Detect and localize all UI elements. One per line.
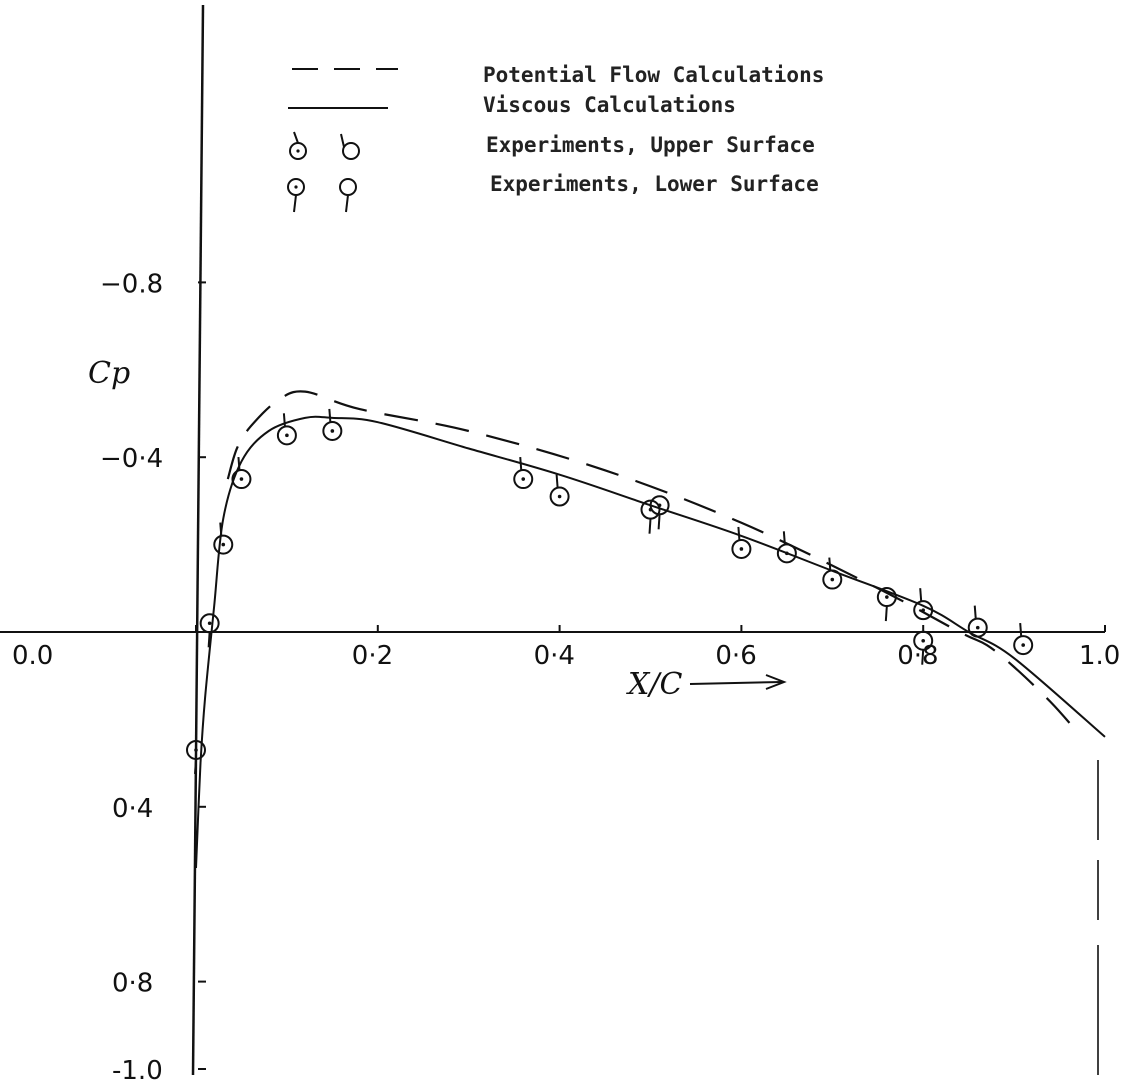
upper-surface-point [1013,623,1034,656]
legend-item-potential: Potential Flow Calculations [292,63,824,87]
lower-surface-point [199,613,220,648]
y-tick-label: -1.0 [112,1056,163,1085]
lower-surface-marker-icon [287,178,305,213]
x-tick-label: 0·2 [352,641,393,671]
legend-label-potential: Potential Flow Calculations [483,63,824,87]
legend-label-upper: Experiments, Upper Surface [486,133,815,157]
viscous-line [195,415,1106,869]
legend-label-viscous: Viscous Calculations [483,93,736,117]
upper-surface-point [731,526,752,559]
x-tick-label: 0·8 [897,641,938,671]
legend: Potential Flow Calculations Viscous Calc… [287,63,824,213]
upper-surface-point [231,456,252,490]
potential-flow-line [226,390,1079,734]
y-tick-label: −0·4 [100,444,163,474]
upper-surface-point [776,531,797,564]
x-tick-label: 0.0 [12,641,53,671]
axes [0,4,1105,1076]
y-tick-label: 0·4 [112,794,153,824]
upper-surface-marker-icon [340,133,360,160]
upper-surface-point [213,522,234,555]
legend-item-lower: Experiments, Lower Surface [287,172,819,213]
legend-label-lower: Experiments, Lower Surface [490,172,819,196]
legend-item-upper: Experiments, Upper Surface [289,131,815,160]
experiment-points [186,408,1034,775]
lower-surface-point [649,495,670,530]
y-axis-label: Cp [88,356,130,391]
upper-surface-point [549,474,570,507]
upper-surface-point [276,413,297,446]
x-axis-label: X/C [626,667,682,702]
y-tick-label: 0·8 [112,969,153,999]
upper-surface-point [913,588,934,621]
upper-surface-point [513,456,534,490]
x-axis-arrow [689,674,787,690]
lower-surface-marker-icon [339,178,357,213]
y-tick-label: −0.8 [100,269,163,299]
upper-surface-point [322,408,343,441]
y-axis [191,4,205,1076]
upper-surface-point [967,605,988,638]
x-tick-label: 0·6 [715,641,756,671]
legend-item-viscous: Viscous Calculations [288,93,736,117]
x-tick-label: 0·4 [534,641,575,671]
ticks: 0.0 0·2 0·4 0·6 0·8 1.0 −0.8 −0·4 0·4 0·8 -1.0 [12,269,1120,1085]
lower-surface-point [913,630,934,665]
lower-surface-point [186,739,206,775]
lower-surface-point [876,587,897,622]
x-tick-label: 1.0 [1079,641,1120,671]
upper-surface-marker-icon [289,131,307,160]
upper-surface-point [822,557,843,590]
series-layer [195,390,1106,869]
